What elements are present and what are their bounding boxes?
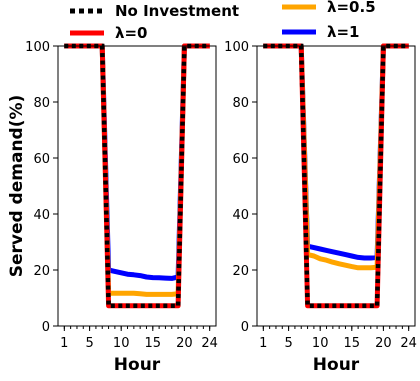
x-tick-label: 15 (145, 336, 162, 351)
y-tick-label: 20 (33, 264, 50, 279)
legend-entry-3: λ=1 (282, 23, 360, 41)
series-line-1 (263, 43, 409, 271)
x-axis-label: Hour (114, 355, 161, 375)
y-tick-label: 100 (25, 40, 50, 55)
legend-label: λ=0.5 (327, 0, 376, 16)
legend-label: λ=0 (115, 24, 148, 42)
series-line-2 (64, 43, 210, 309)
series-line-1 (64, 43, 210, 297)
y-tick-label: 40 (33, 208, 50, 223)
y-tick-label: 20 (232, 264, 249, 279)
y-tick-label: 80 (232, 96, 249, 111)
axes-frame (57, 45, 217, 327)
series-group (263, 43, 409, 309)
y-tick-label: 100 (224, 40, 249, 55)
x-tick-label: 1 (60, 336, 68, 351)
axes-frame (256, 45, 416, 327)
legend-entry-0: No Investment (70, 2, 239, 20)
y-tick-label: 60 (232, 152, 249, 167)
legend-label: λ=1 (327, 23, 360, 41)
y-tick-label: 60 (33, 152, 50, 167)
x-tick-label: 5 (284, 336, 292, 351)
y-tick-label: 0 (241, 320, 249, 335)
legend-entry-1: λ=0 (70, 24, 148, 42)
y-tick-label: 40 (232, 208, 249, 223)
x-axis-label: Hour (313, 355, 360, 375)
x-tick-label: 20 (176, 336, 193, 351)
x-tick-label: 24 (201, 336, 218, 351)
series-line-3 (64, 43, 210, 309)
series-line-2 (263, 43, 409, 309)
x-tick-label: 20 (375, 336, 392, 351)
y-axis-label: Served demand(%) (7, 95, 27, 278)
x-tick-label: 10 (312, 336, 329, 351)
y-tick-label: 0 (42, 320, 50, 335)
x-tick-label: 10 (113, 336, 130, 351)
x-tick-label: 15 (344, 336, 361, 351)
legend-entry-2: λ=0.5 (282, 0, 376, 16)
series-line-0 (263, 43, 409, 261)
y-tick-label: 80 (33, 96, 50, 111)
series-line-0 (64, 43, 210, 281)
legend: No Investment λ=0 λ=0.5 λ=1 (70, 0, 376, 42)
series-line-3 (263, 43, 409, 309)
x-tick-label: 24 (400, 336, 417, 351)
legend-label: No Investment (115, 2, 239, 20)
x-tick-label: 5 (85, 336, 93, 351)
x-tick-label: 1 (259, 336, 267, 351)
series-group (64, 43, 210, 309)
